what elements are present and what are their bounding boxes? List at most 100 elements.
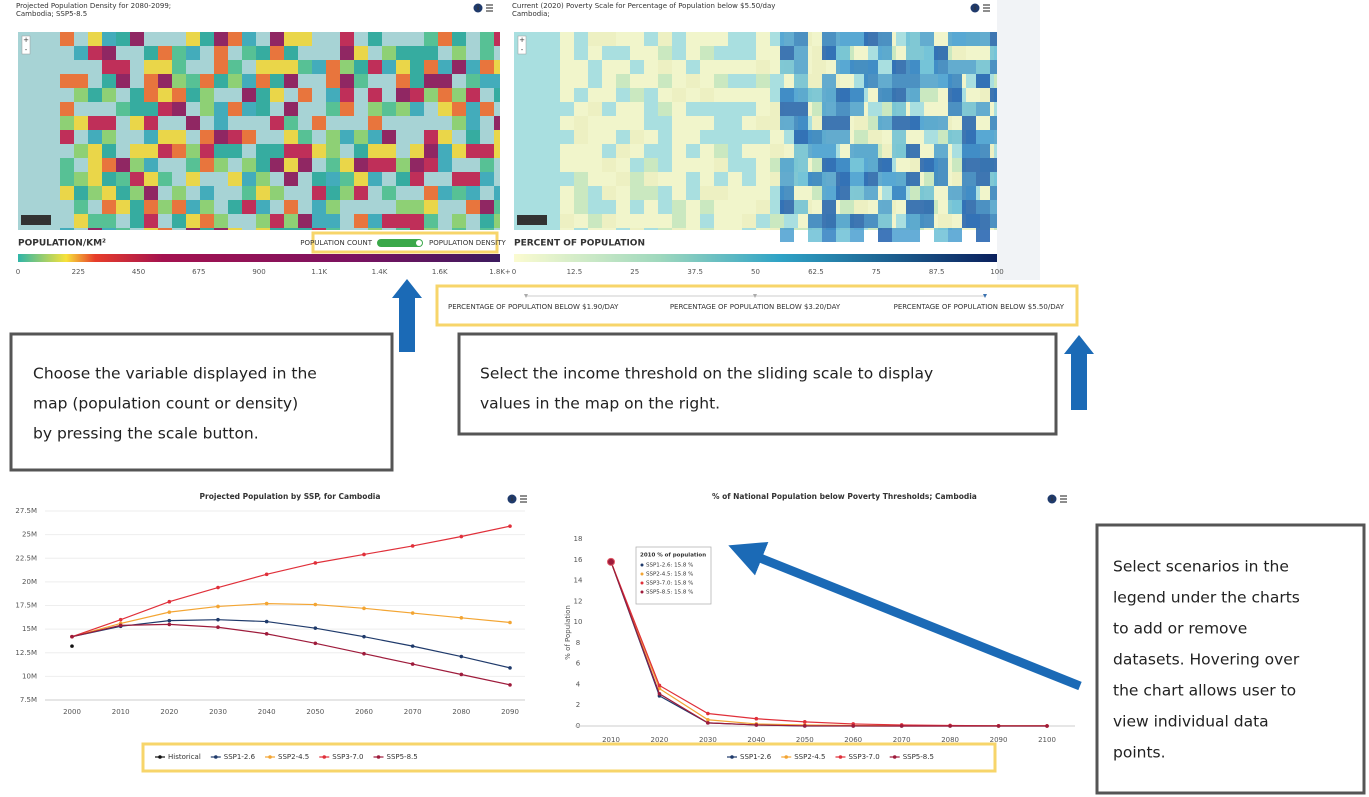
toggle-knob (416, 240, 422, 246)
map-cell (742, 88, 756, 102)
map-cell (700, 200, 714, 214)
legend-label[interactable]: SSP5-8.5 (903, 753, 934, 761)
map-cell (644, 172, 658, 186)
map-cell (630, 102, 644, 116)
map-cell (228, 74, 242, 88)
series-line (71, 619, 511, 669)
data-point (410, 544, 415, 548)
map-cell (794, 88, 808, 102)
map-cell (728, 200, 742, 214)
map-cell (686, 130, 700, 144)
map-cell (700, 88, 714, 102)
map-cell (686, 74, 700, 88)
chart-title: Projected Population by SSP, for Cambodi… (200, 492, 381, 501)
slider-stop[interactable] (753, 294, 757, 298)
map-cell (794, 130, 808, 144)
map-cell (340, 60, 354, 74)
map-cell (700, 32, 714, 46)
map-cell (836, 130, 850, 144)
data-point (754, 723, 759, 727)
map-cell (172, 186, 186, 200)
map-cell (808, 228, 822, 242)
map-cell (812, 60, 826, 74)
map-cell (616, 172, 630, 186)
legend-label[interactable]: SSP2-4.5 (794, 753, 825, 761)
legend-label[interactable]: SSP2-4.5 (278, 753, 309, 761)
map-cell (780, 46, 794, 60)
map-cell (962, 60, 976, 74)
data-point (313, 626, 318, 630)
legend-label[interactable]: SSP3-7.0 (848, 753, 879, 761)
map-cell (602, 130, 616, 144)
map-cell (602, 32, 616, 46)
slider-option: PERCENTAGE OF POPULATION BELOW $1.90/DAY (448, 303, 619, 311)
callout-text: Select scenarios in the (1113, 558, 1289, 576)
map-cell (854, 200, 868, 214)
x-tick-label: 2090 (501, 708, 519, 716)
map-cell (990, 158, 997, 172)
x-tick-label: 2000 (63, 708, 81, 716)
map-cell (242, 200, 256, 214)
map-cell (938, 214, 952, 228)
map-cell (466, 74, 480, 88)
map-cell (794, 116, 808, 130)
map-cell (396, 74, 410, 88)
y-tick-label: 8 (576, 639, 580, 647)
legend-label[interactable]: SSP1-2.6 (740, 753, 772, 761)
map-cell (658, 60, 672, 74)
slider-stop[interactable] (524, 294, 528, 298)
map-cell (298, 214, 312, 228)
x-tick-label: 2090 (990, 736, 1008, 744)
map-cell (836, 214, 850, 228)
map-cell (616, 200, 630, 214)
map-cell (60, 32, 74, 46)
map-cell (158, 74, 172, 88)
toggle[interactable] (377, 239, 423, 247)
map-cell (658, 214, 672, 228)
disclaimer-bg (21, 215, 51, 225)
y-tick-label: 4 (576, 680, 581, 688)
map-cell (452, 172, 466, 186)
slider-stop[interactable] (983, 294, 987, 298)
map-cell (410, 46, 424, 60)
map-cell (948, 130, 962, 144)
legend-label[interactable]: SSP5-8.5 (387, 753, 418, 761)
map-cell (672, 74, 686, 88)
map-cell (354, 60, 368, 74)
map-cell (242, 186, 256, 200)
map-cell (270, 116, 284, 130)
map-cell (864, 60, 878, 74)
map-cell (574, 186, 588, 200)
map-cell (630, 172, 644, 186)
legend-label[interactable]: SSP1-2.6 (224, 753, 256, 761)
map-cell (284, 32, 298, 46)
map-cell (214, 214, 228, 228)
map-cell (780, 158, 794, 172)
legend-label[interactable]: Historical (168, 753, 201, 761)
map-cell (326, 60, 340, 74)
map-cell (630, 228, 644, 230)
scale-tick: 12.5 (567, 268, 583, 276)
map-cell (452, 214, 466, 228)
map-cell (102, 186, 116, 200)
x-tick-label: 2080 (452, 708, 470, 716)
map-cell (864, 214, 878, 228)
legend-label[interactable]: SSP3-7.0 (332, 753, 363, 761)
map-title: Current (2020) Poverty Scale for Percent… (512, 2, 775, 10)
map-cell (144, 130, 158, 144)
map-cell (144, 116, 158, 130)
map-cell (686, 46, 700, 60)
map-cell (74, 88, 88, 102)
highlight (311, 231, 499, 254)
series-line (610, 561, 1047, 727)
map-cell (270, 186, 284, 200)
map-cell (920, 214, 934, 228)
map-cell (756, 144, 770, 158)
map-cell (560, 144, 574, 158)
map-cell (994, 228, 997, 230)
map-cell (312, 144, 326, 158)
map-cell (130, 158, 144, 172)
map-cell (284, 200, 298, 214)
map-cell (910, 130, 924, 144)
data-point (216, 625, 220, 630)
